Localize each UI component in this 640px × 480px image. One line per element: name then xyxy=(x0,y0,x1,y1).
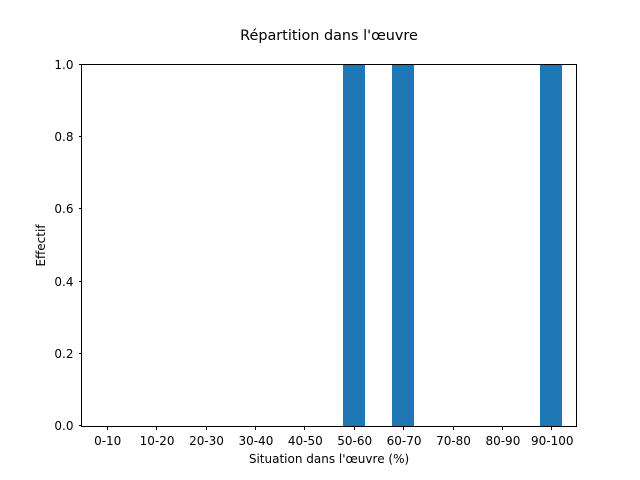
y-tick: 0.2 xyxy=(54,348,82,360)
y-tick: 0.4 xyxy=(54,276,82,288)
x-tick-label: 10-20 xyxy=(139,433,175,448)
x-tick: 80-90 xyxy=(485,426,520,447)
x-tick: 0-10 xyxy=(94,426,121,447)
x-tick-label: 90-100 xyxy=(531,433,574,448)
y-tick: 0.6 xyxy=(54,203,82,215)
bar-90-100 xyxy=(540,65,563,426)
plot-area xyxy=(82,65,576,426)
bar-60-70 xyxy=(391,65,415,426)
y-tick-label: 0.0 xyxy=(54,419,74,433)
x-tick: 50-60 xyxy=(337,426,372,447)
x-tick: 90-100 xyxy=(531,426,574,447)
y-tick: 1.0 xyxy=(54,59,82,71)
y-tick-label: 0.4 xyxy=(54,274,74,289)
x-tick: 30-40 xyxy=(238,426,273,447)
y-tick: 0.0 xyxy=(54,420,82,432)
x-tick-label: 20-30 xyxy=(189,433,224,448)
y-tick-label: 0.8 xyxy=(54,130,74,145)
plot-axes: 0.0 0.2 0.4 0.6 0.8 1.0 0-10 10-20 20-30 30-40 40-… xyxy=(54,59,577,447)
x-tick-label: 60-70 xyxy=(386,433,422,448)
y-tick-label: 0.6 xyxy=(54,202,74,217)
x-tick-label: 70-80 xyxy=(436,433,471,448)
x-tick: 40-50 xyxy=(288,426,323,447)
y-tick-label: 1.0 xyxy=(54,58,74,72)
x-tick-label: 50-60 xyxy=(337,433,373,448)
x-tick: 10-20 xyxy=(140,426,175,447)
x-tick: 70-80 xyxy=(436,426,471,447)
y-tick-label: 0.2 xyxy=(54,346,74,361)
x-axis-label: Situation dans l'œuvre (%) xyxy=(248,452,410,466)
x-tick-label: 80-90 xyxy=(485,433,521,448)
y-axis-label: Effectif xyxy=(34,224,48,267)
chart-title: Répartition dans l'œuvre xyxy=(240,28,418,44)
x-tick-label: 30-40 xyxy=(238,433,274,448)
y-tick: 0.8 xyxy=(54,131,82,143)
bar-50-60 xyxy=(342,65,365,426)
x-tick-label: 0-10 xyxy=(94,433,122,448)
x-tick-label: 40-50 xyxy=(287,433,323,448)
x-tick: 20-30 xyxy=(189,426,224,447)
x-tick: 60-70 xyxy=(387,426,422,447)
